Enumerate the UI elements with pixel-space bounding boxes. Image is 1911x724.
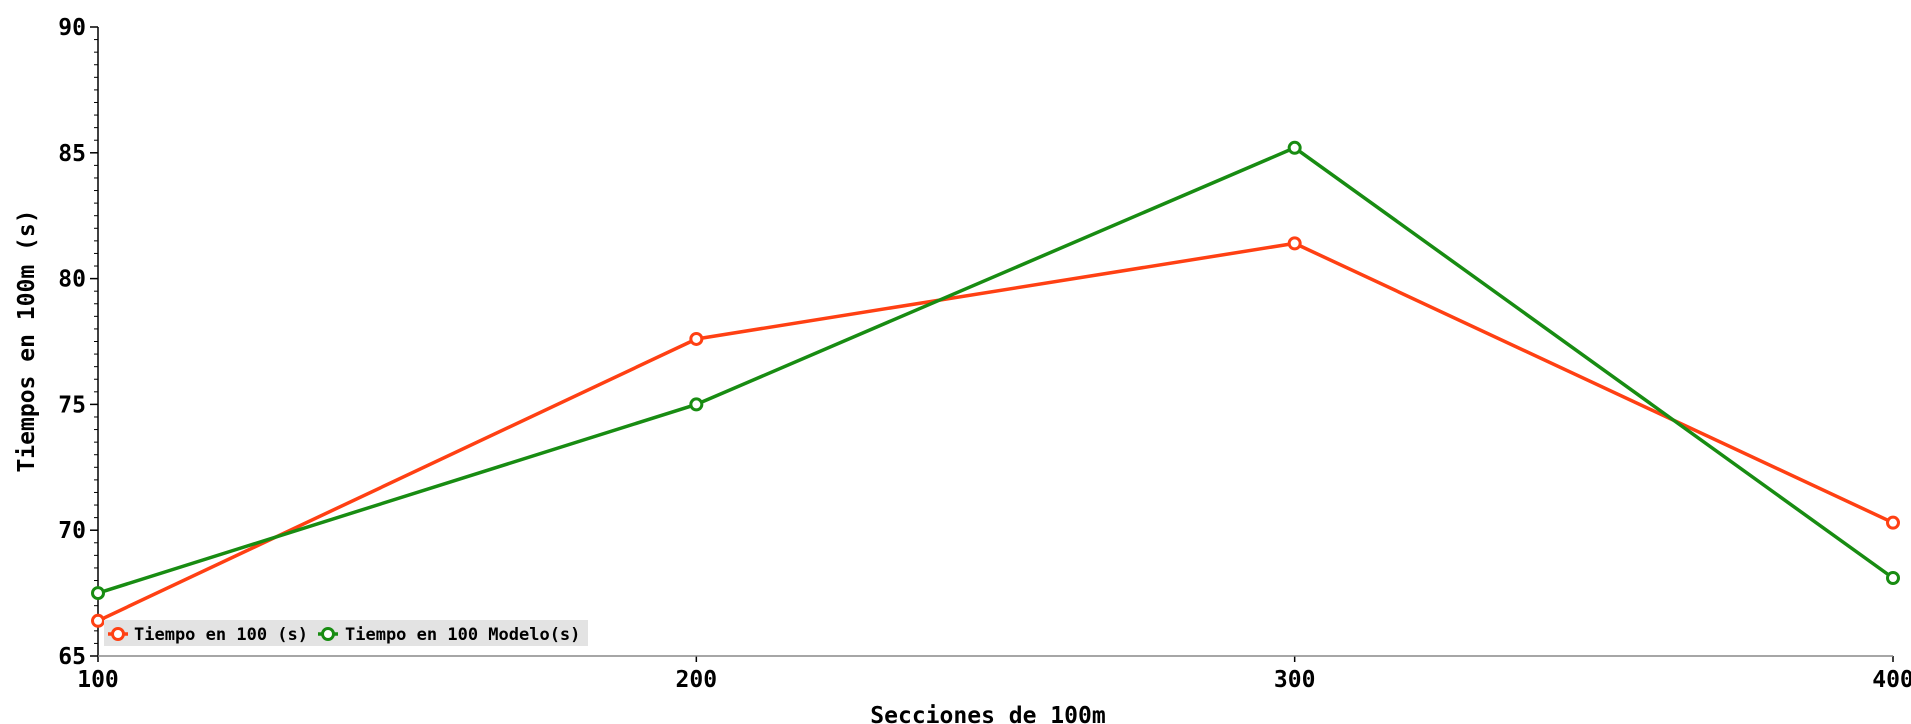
y-axis-title: Tiempos en 100m (s)	[14, 209, 40, 472]
x-tick-label-0: 100	[77, 667, 119, 693]
series-line-1	[96, 146, 1895, 595]
series-0-point-0	[91, 613, 105, 628]
x-tick-label-2: 300	[1274, 667, 1316, 693]
y-tick-label-4: 85	[58, 141, 86, 167]
x-ticks: 100 200 300 400	[77, 656, 1911, 693]
y-tick-label-0: 65	[58, 644, 86, 670]
series-1-point-1	[689, 397, 704, 412]
legend-label-0: Tiempo en 100 (s)	[134, 625, 308, 645]
series-0-point-1	[689, 331, 704, 346]
y-tick-label-3: 80	[58, 267, 86, 293]
legend-item-0: Tiempo en 100 (s)	[108, 625, 308, 645]
y-major-ticks: 65 70 75 80 85 90	[58, 15, 98, 670]
legend: Tiempo en 100 (s) Tiempo en 100 Modelo(s…	[104, 620, 588, 646]
series-line-0	[96, 241, 1895, 623]
x-tick-label-1: 200	[676, 667, 718, 693]
y-tick-label-1: 70	[58, 518, 86, 544]
x-tick-label-3: 400	[1872, 667, 1911, 693]
legend-background	[104, 620, 588, 646]
series-layer	[91, 140, 1900, 628]
series-0-point-3	[1886, 515, 1900, 530]
series-0-point-2	[1287, 236, 1302, 251]
legend-label-1: Tiempo en 100 Modelo(s)	[345, 625, 580, 645]
series-1-point-3	[1886, 571, 1900, 586]
y-tick-label-5: 90	[58, 15, 86, 41]
x-axis-title: Secciones de 100m	[870, 703, 1105, 724]
legend-item-1: Tiempo en 100 Modelo(s)	[318, 625, 580, 645]
legend-marker-1	[321, 627, 335, 641]
y-tick-label-2: 75	[58, 392, 86, 418]
series-1-point-2	[1287, 140, 1302, 155]
legend-marker-0	[111, 627, 125, 641]
series-1-point-0	[91, 586, 105, 601]
